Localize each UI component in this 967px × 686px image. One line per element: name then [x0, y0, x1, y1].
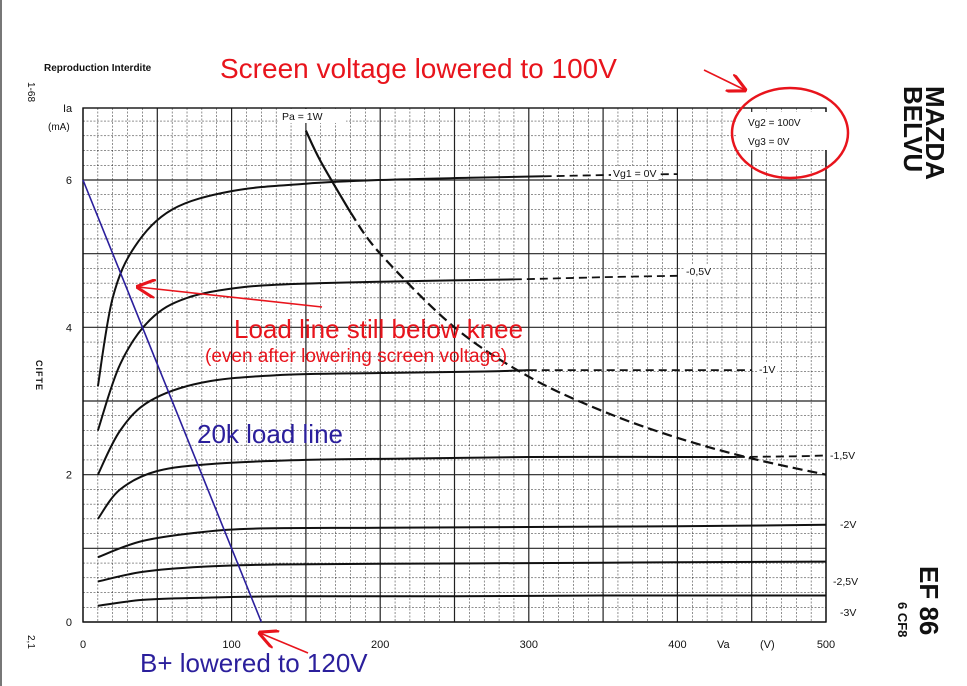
series-line [96, 175, 544, 387]
series-label-bg [838, 606, 859, 619]
series-labels: Vg1 = 0V -0,5V -1V -1,5V -2V -2,5V -3V [611, 167, 861, 619]
side-label: CIFTE [34, 360, 44, 391]
y-tick-label: 0 [66, 617, 72, 629]
series-label: -1V [759, 364, 775, 376]
doc-code-bottom: 2,1 [25, 635, 36, 649]
series-label: -2,5V [833, 576, 858, 588]
series-label: -0,5V [686, 266, 711, 278]
x-tick-label: 300 [520, 639, 538, 651]
series-line-extrapolated [736, 454, 827, 458]
series-line [97, 369, 529, 476]
y-tick-label: 4 [66, 322, 72, 334]
y-axis-label-unit: (mA) [48, 122, 70, 133]
screen-voltage-circle [730, 86, 850, 180]
screen-voltage-arrow [703, 69, 745, 90]
conditions-box [736, 112, 828, 150]
series-line-extrapolated [543, 173, 678, 178]
annotation-load-line: 20k load line [197, 419, 343, 449]
condition-vg2: Vg2 = 100V [748, 118, 801, 129]
series-label: Vg1 = 0V [613, 168, 657, 180]
power-curve-label: Pa = 1W [282, 111, 323, 123]
annotation-bplus: B+ lowered to 120V [140, 648, 368, 678]
series-line [97, 523, 827, 559]
knee-arrow [138, 287, 323, 308]
load-line [82, 179, 263, 623]
condition-vg3: Vg3 = 0V [748, 137, 790, 148]
series-label-bg [831, 575, 861, 588]
series-line [97, 594, 827, 607]
y-tick-label: 6 [66, 175, 72, 187]
series-label-bg [838, 518, 859, 531]
tube-model: EF 86 [914, 566, 944, 635]
load-line-20k [82, 179, 263, 623]
series-line-extrapolated [513, 274, 678, 281]
bplus-arrow [260, 633, 309, 654]
plot-frame [82, 107, 827, 623]
doc-code-top: 1-68 [25, 82, 36, 102]
series-label-bg [828, 449, 858, 462]
x-axis-label-symbol: Va [717, 639, 731, 651]
brand-name-line2: BELVU [898, 86, 928, 172]
series-label-bg [757, 363, 778, 376]
y-axis-label-symbol: Ia [63, 103, 73, 115]
power-label-bg [278, 109, 346, 123]
x-tick-label: 100 [222, 639, 240, 651]
x-axis-label-unit: (V) [760, 639, 775, 651]
power-curve-solid [304, 130, 352, 213]
power-curve-dashed [349, 211, 827, 476]
x-tick-label: 500 [817, 639, 835, 651]
x-tick-label: 400 [668, 639, 686, 651]
series-line [97, 560, 827, 583]
series-line [96, 278, 514, 431]
series-line [97, 455, 737, 520]
chart-grid [82, 107, 827, 623]
series-label: -3V [840, 607, 856, 619]
series-label: -1,5V [830, 450, 855, 462]
annotation-screen-voltage: Screen voltage lowered to 100V [220, 53, 617, 84]
x-tick-label: 200 [371, 639, 389, 651]
series-label: -2V [840, 519, 856, 531]
y-tick-label: 2 [66, 470, 72, 482]
anode-curves [96, 173, 827, 607]
brand-name-line1: MAZDA [920, 86, 950, 180]
reproduction-note: Reproduction Interdite [44, 63, 152, 74]
annotation-knee-line1: Load line still below knee [234, 314, 523, 344]
series-label-bg [684, 265, 714, 278]
x-tick-label: 0 [80, 639, 86, 651]
series-label-bg [611, 167, 659, 180]
tube-equivalent: 6 CF8 [895, 602, 910, 637]
annotation-knee-line2: (even after lowering screen voltage) [205, 346, 507, 367]
power-dissipation-curve: Pa = 1W [278, 109, 827, 476]
axis-ticks: 0 100 200 300 400 500 0 2 4 6 [66, 175, 835, 651]
